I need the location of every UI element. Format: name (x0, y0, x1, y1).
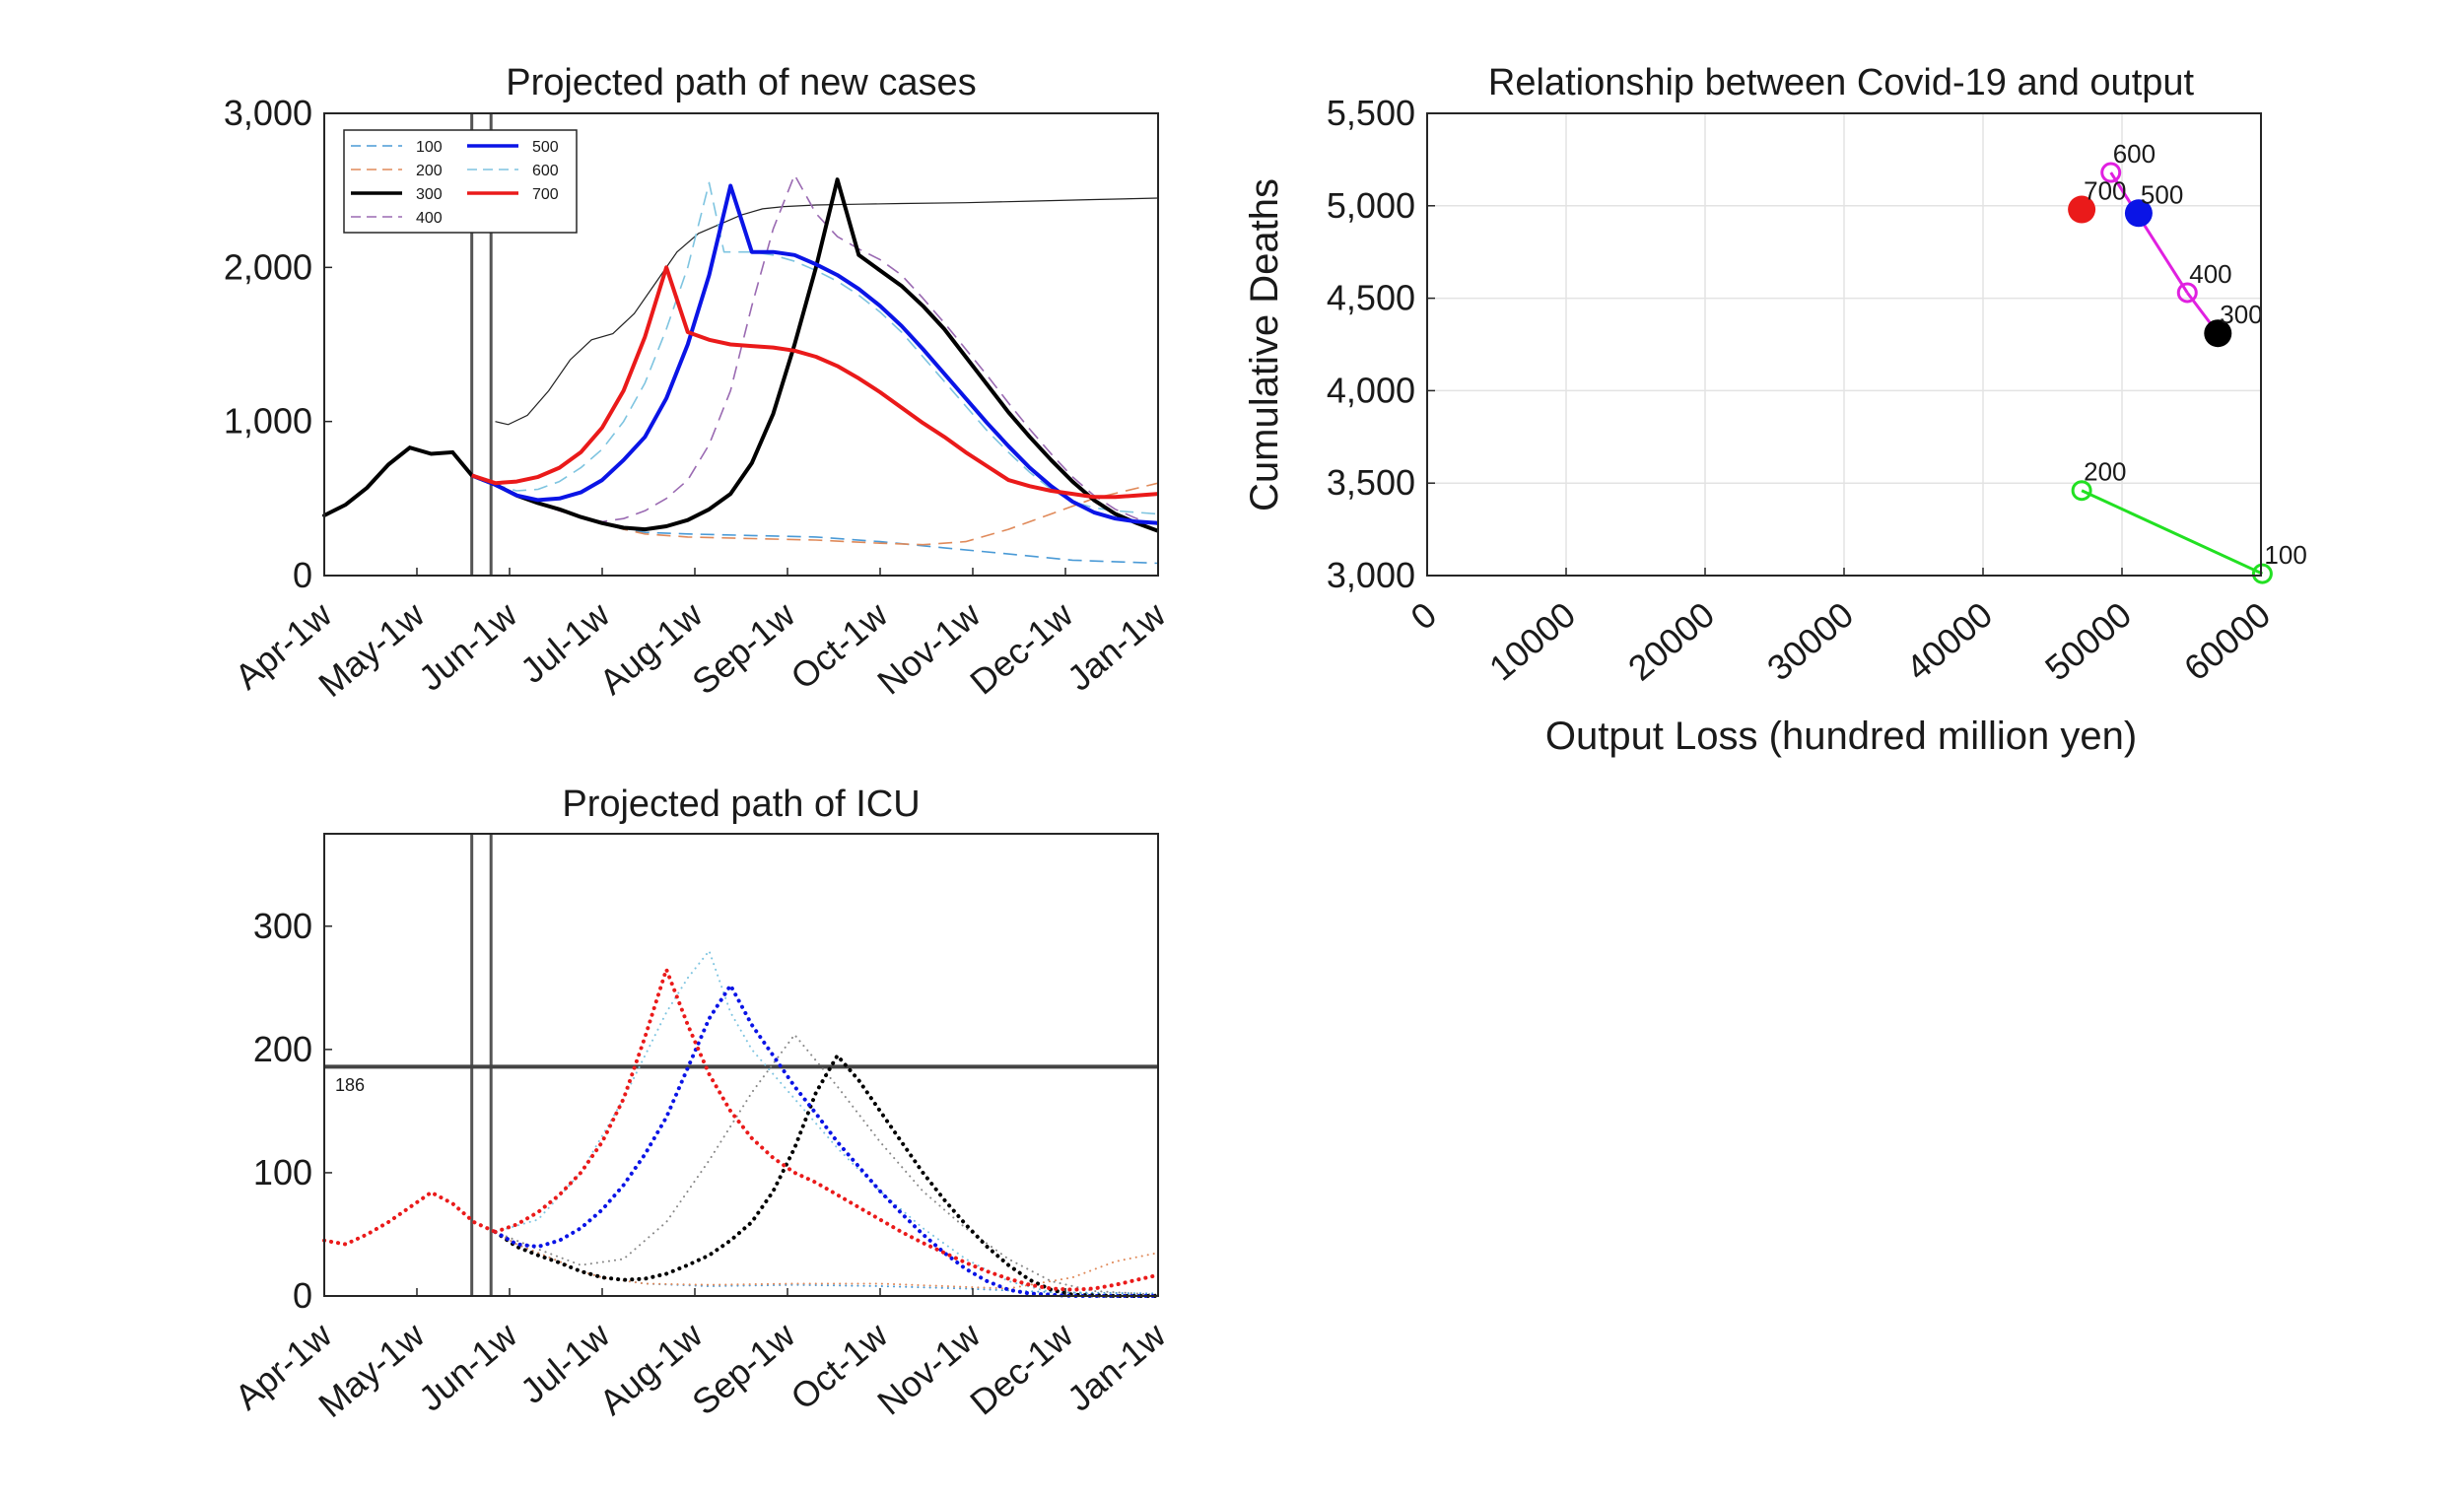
legend-label-300: 300 (416, 186, 443, 203)
chart-title: Projected path of new cases (506, 62, 976, 103)
y-tick-label: 3,500 (1327, 462, 1415, 503)
connector-line (2081, 489, 2264, 576)
series-line-700 (471, 265, 1159, 500)
legend-label-400: 400 (416, 210, 443, 227)
point-label-700: 700 (2084, 176, 2126, 206)
series-line-700 (493, 967, 1160, 1292)
point-200 (2071, 480, 2092, 502)
point-label-600: 600 (2113, 139, 2156, 169)
point-600 (2100, 162, 2122, 183)
point-label-400: 400 (2189, 259, 2231, 289)
plot-frame (323, 112, 1159, 577)
connector-line (2109, 171, 2189, 294)
y-tick-label: 4,000 (1327, 370, 1415, 410)
y-axis-label: Cumulative Deaths (1243, 178, 1286, 511)
y-tick-label: 0 (293, 1275, 312, 1316)
series-line-300 (470, 177, 1159, 533)
threshold-label: 186 (335, 1075, 365, 1095)
legend-label-200: 200 (416, 163, 443, 179)
point-700 (2068, 195, 2096, 224)
history-line (322, 444, 474, 517)
point-label-500: 500 (2141, 179, 2183, 209)
series-line-300 (493, 1054, 1160, 1298)
point-label-200: 200 (2084, 457, 2126, 487)
x-axis-label: Output Loss (hundred million yen) (1545, 715, 2137, 758)
chart-title: Relationship between Covid-19 and output (1488, 62, 2195, 103)
cumulative-line (495, 197, 1159, 426)
series-line-100 (471, 474, 1159, 565)
plot-frame (323, 833, 1159, 1297)
y-tick-label: 2,000 (224, 246, 312, 287)
series-line-500 (493, 983, 1160, 1298)
legend-label-700: 700 (532, 186, 559, 203)
point-500 (2124, 199, 2153, 228)
y-tick-label: 3,000 (224, 93, 312, 133)
legend: 100 200 300 400 500 600 700 (343, 129, 578, 234)
point-300 (2204, 319, 2232, 348)
y-tick-label: 200 (253, 1029, 312, 1069)
point-400 (2176, 282, 2198, 304)
point-100 (2251, 563, 2273, 584)
y-tick-label: 300 (253, 906, 312, 946)
chart-title: Projected path of ICU (562, 784, 920, 825)
legend-label-600: 600 (532, 163, 559, 179)
y-tick-label: 5,500 (1327, 93, 1415, 133)
series-line-400 (494, 1033, 1159, 1296)
series-line-500 (470, 183, 1159, 525)
y-tick-label: 5,000 (1327, 185, 1415, 226)
y-tick-label: 0 (293, 555, 312, 595)
history-line (322, 1190, 498, 1247)
legend-label-100: 100 (416, 139, 443, 156)
y-tick-label: 4,500 (1327, 278, 1415, 318)
y-tick-label: 100 (253, 1152, 312, 1192)
point-label-300: 300 (2220, 300, 2262, 329)
y-tick-label: 1,000 (224, 401, 312, 442)
y-tick-label: 3,000 (1327, 555, 1415, 595)
series-line-400 (471, 173, 1159, 526)
legend-label-500: 500 (532, 139, 559, 156)
point-label-100: 100 (2264, 540, 2306, 570)
series-line-600 (471, 181, 1159, 515)
